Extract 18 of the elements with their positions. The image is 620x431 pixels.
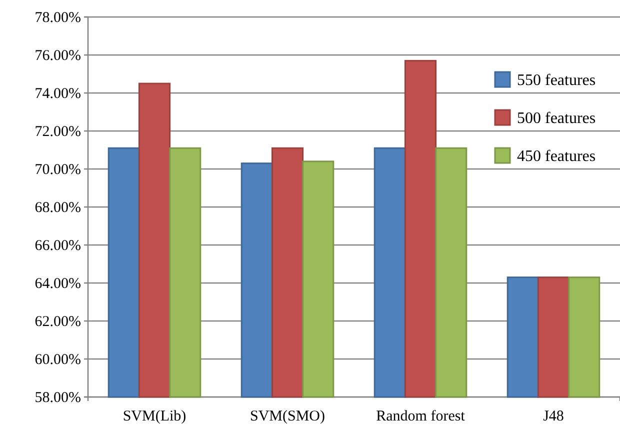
legend-label: 550 features [517, 72, 596, 89]
y-tick-label: 78.00% [34, 10, 81, 26]
y-tick-label: 62.00% [34, 314, 81, 330]
y-tick-label: 72.00% [34, 124, 81, 140]
legend-label: 500 features [517, 110, 596, 127]
x-tick-label: J48 [543, 408, 564, 424]
y-tick-label: 70.00% [34, 162, 81, 178]
x-tick-label: SVM(SMO) [250, 408, 326, 424]
y-tick-label: 74.00% [34, 86, 81, 102]
y-tick-label: 60.00% [34, 352, 81, 368]
legend-label: 450 features [517, 148, 596, 165]
y-tick-label: 68.00% [34, 200, 81, 216]
y-tick-label: 58.00% [34, 390, 81, 406]
x-tick-label: Random forest [376, 408, 466, 424]
y-tick-label: 76.00% [34, 48, 81, 64]
y-tick-label: 64.00% [34, 276, 81, 292]
y-tick-label: 66.00% [34, 238, 81, 254]
x-tick-label: SVM(Lib) [122, 408, 186, 424]
